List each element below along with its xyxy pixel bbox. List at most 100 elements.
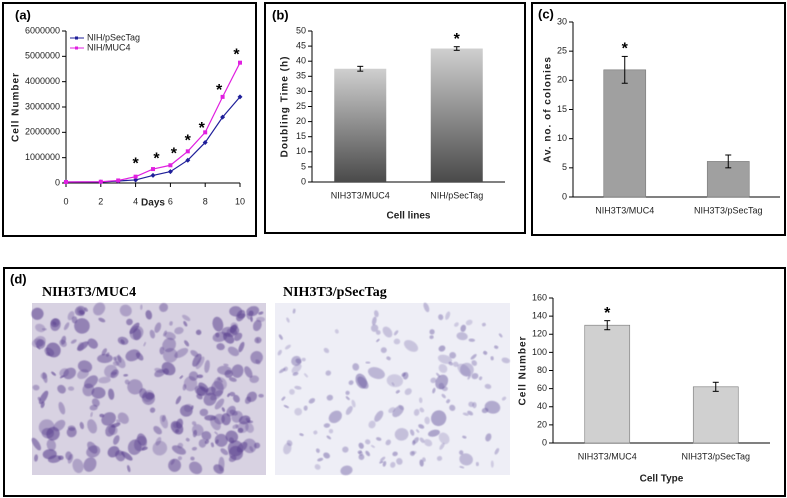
cell bbox=[325, 370, 332, 376]
x-tick-label: NIH3T3/MUC4 bbox=[595, 205, 654, 215]
cell bbox=[423, 302, 430, 313]
cell bbox=[82, 383, 95, 397]
cell bbox=[198, 438, 207, 448]
cell bbox=[427, 429, 440, 437]
cell bbox=[411, 450, 417, 455]
cell bbox=[449, 404, 456, 411]
cell bbox=[494, 448, 500, 455]
cell bbox=[431, 410, 447, 427]
annotation: * bbox=[171, 145, 178, 162]
point bbox=[150, 172, 156, 178]
x-tick-label: NIH/pSecTag bbox=[430, 190, 483, 200]
cell bbox=[34, 335, 46, 347]
cell bbox=[154, 322, 162, 333]
y-tick-label: 0 bbox=[562, 191, 567, 201]
cell bbox=[83, 457, 97, 472]
cell bbox=[386, 356, 391, 361]
cell bbox=[168, 458, 182, 472]
cell bbox=[465, 319, 473, 326]
cell bbox=[179, 375, 184, 379]
y-tick-label: 25 bbox=[296, 101, 306, 111]
cell bbox=[365, 450, 371, 457]
y-axis-label: Cell Number bbox=[518, 336, 529, 406]
cell bbox=[91, 387, 106, 399]
point bbox=[237, 94, 243, 100]
cell bbox=[278, 368, 286, 374]
cell bbox=[174, 348, 189, 359]
cell bbox=[411, 440, 416, 446]
cell bbox=[190, 350, 199, 357]
cell bbox=[231, 410, 243, 423]
cell bbox=[254, 442, 261, 449]
cell bbox=[483, 350, 488, 355]
cell bbox=[448, 361, 454, 366]
cell bbox=[355, 373, 368, 389]
y-tick-label: 0 bbox=[542, 437, 547, 447]
cell bbox=[375, 330, 381, 335]
cell bbox=[437, 354, 453, 364]
cell bbox=[419, 459, 424, 467]
y-tick-label: 10 bbox=[557, 133, 567, 143]
point bbox=[220, 94, 225, 99]
cell bbox=[189, 461, 203, 475]
cell bbox=[101, 412, 116, 426]
x-tick-label: 4 bbox=[133, 196, 138, 206]
cell bbox=[403, 339, 419, 352]
cell bbox=[115, 450, 126, 462]
cell bbox=[58, 401, 66, 415]
cell bbox=[59, 339, 67, 348]
y-tick-label: 15 bbox=[557, 104, 567, 114]
cell bbox=[328, 410, 342, 424]
cell bbox=[467, 374, 471, 380]
point bbox=[238, 60, 242, 65]
cell bbox=[315, 448, 320, 453]
cell bbox=[424, 416, 430, 425]
cell bbox=[220, 448, 229, 456]
cell bbox=[214, 398, 225, 410]
cell bbox=[308, 398, 316, 404]
cell bbox=[418, 397, 423, 404]
cell bbox=[77, 342, 84, 352]
cell bbox=[404, 388, 412, 396]
cell bbox=[196, 374, 204, 379]
cell bbox=[162, 348, 178, 363]
cell bbox=[229, 391, 236, 397]
cell bbox=[53, 419, 66, 432]
cell bbox=[284, 344, 291, 350]
cell bbox=[231, 364, 244, 378]
x-tick-label: 0 bbox=[63, 196, 68, 206]
cell bbox=[38, 419, 55, 436]
cell bbox=[31, 437, 42, 451]
cell bbox=[471, 372, 479, 380]
cell bbox=[393, 330, 399, 336]
cell bbox=[182, 314, 191, 322]
y-tick-label: 120 bbox=[532, 329, 547, 339]
cell bbox=[358, 451, 363, 456]
cell bbox=[286, 317, 290, 323]
cell bbox=[438, 432, 450, 445]
y-tick-label: 20 bbox=[557, 75, 567, 85]
cell bbox=[374, 310, 379, 318]
cell bbox=[323, 347, 330, 354]
cell bbox=[45, 351, 50, 357]
cell bbox=[294, 385, 302, 390]
y-tick-label: 0 bbox=[301, 176, 306, 186]
cell bbox=[314, 464, 321, 470]
cell bbox=[77, 360, 93, 373]
cell bbox=[430, 377, 437, 384]
cell bbox=[217, 365, 232, 376]
cell bbox=[174, 326, 184, 335]
cell bbox=[67, 386, 75, 391]
point bbox=[98, 179, 103, 184]
x-tick-label: 6 bbox=[168, 196, 173, 206]
cell bbox=[171, 445, 186, 455]
y-tick-label: 40 bbox=[537, 401, 547, 411]
cell bbox=[438, 363, 448, 374]
panel-frame bbox=[531, 2, 786, 236]
point bbox=[185, 157, 191, 163]
cell bbox=[392, 451, 398, 457]
cell bbox=[248, 310, 254, 317]
cell bbox=[410, 429, 415, 436]
cell bbox=[382, 460, 387, 467]
y-tick-label: 5 bbox=[562, 162, 567, 172]
